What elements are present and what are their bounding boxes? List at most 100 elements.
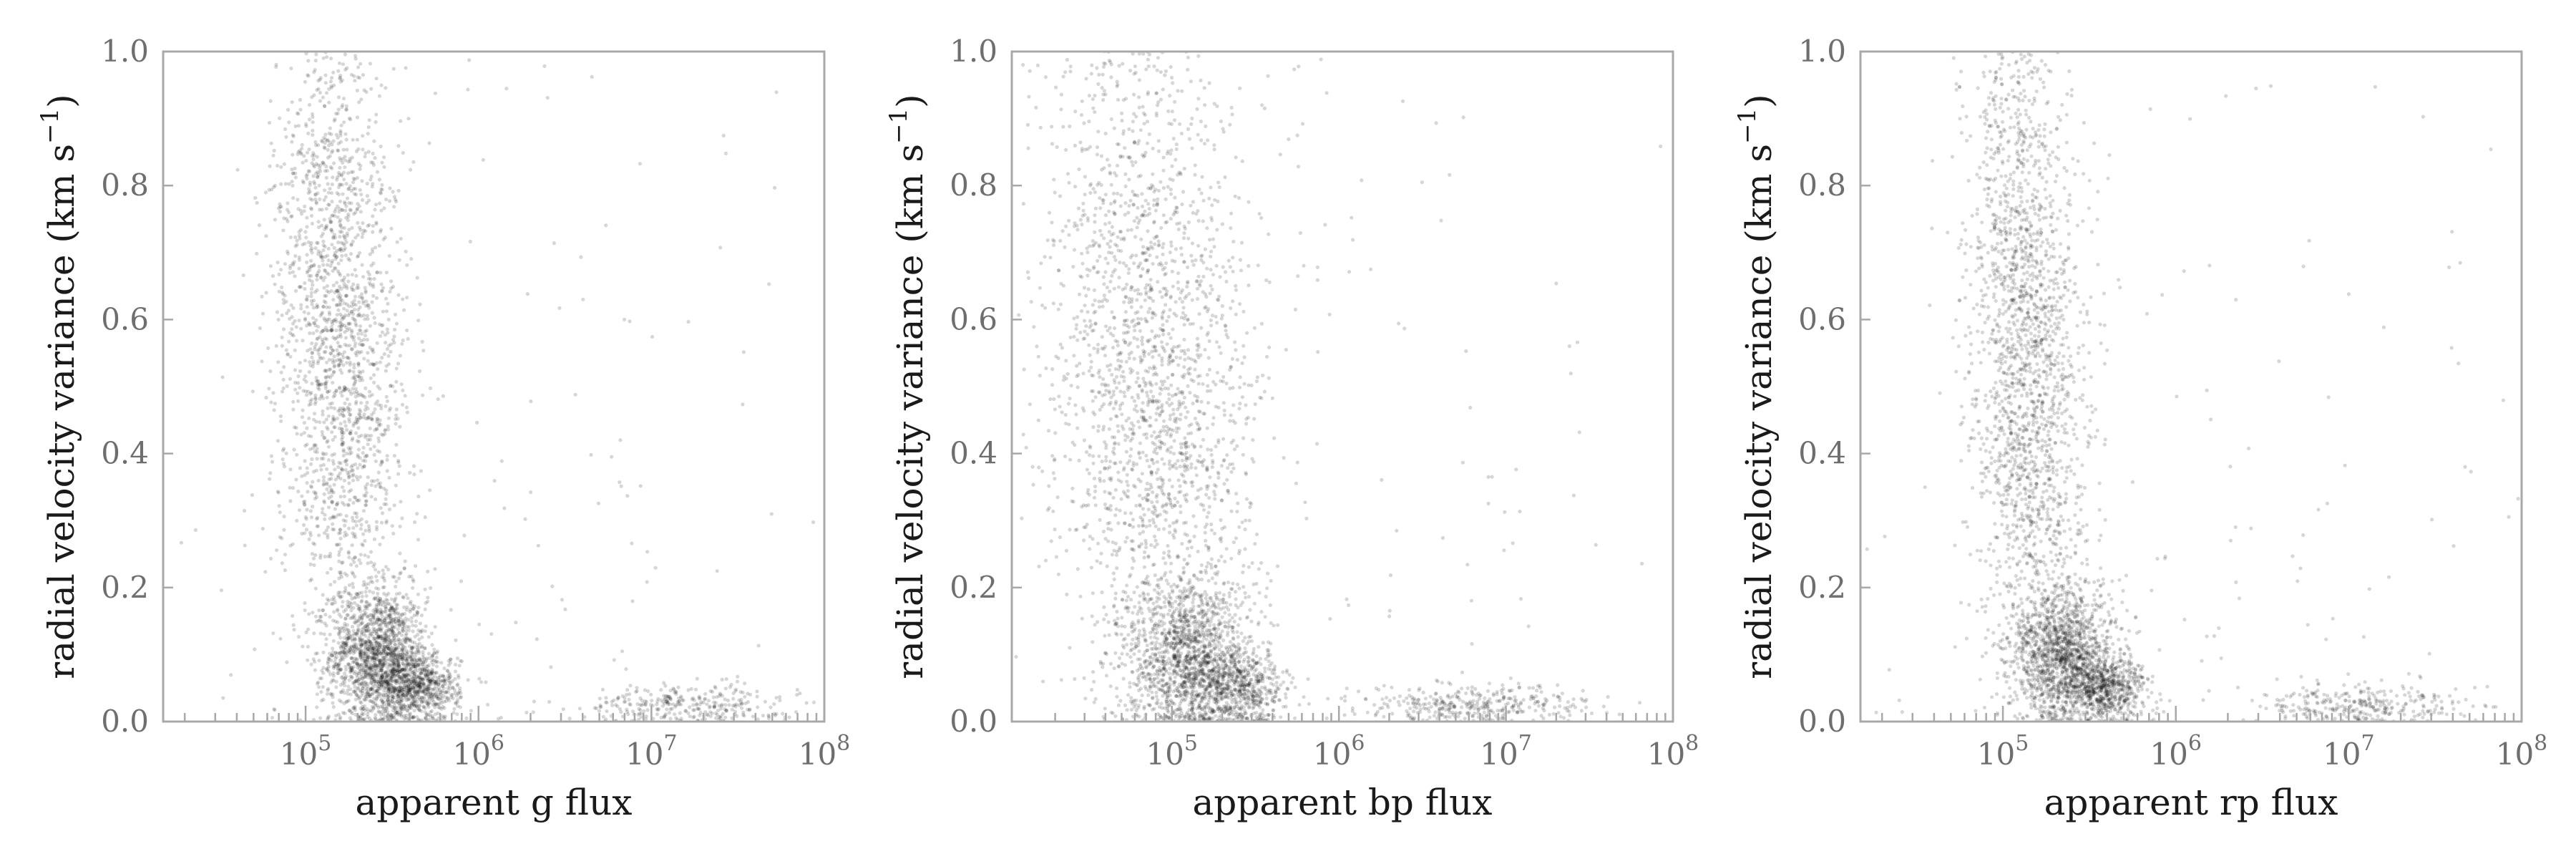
data-point — [301, 161, 305, 165]
data-point — [331, 71, 335, 74]
data-point — [321, 140, 324, 143]
data-point — [346, 171, 350, 175]
data-point — [688, 714, 692, 718]
data-point — [280, 389, 284, 393]
data-point — [376, 341, 379, 345]
data-point — [354, 431, 358, 435]
data-point — [334, 477, 338, 481]
data-point — [338, 320, 342, 324]
data-point — [311, 316, 315, 320]
data-point — [311, 133, 314, 137]
data-point — [353, 707, 356, 710]
data-point — [291, 100, 294, 104]
data-point — [604, 701, 608, 704]
data-point — [394, 389, 397, 393]
data-point — [343, 236, 346, 239]
data-point — [353, 295, 357, 299]
data-point — [277, 491, 280, 495]
data-point — [333, 210, 336, 213]
data-point — [330, 76, 333, 79]
data-point — [409, 608, 412, 611]
data-point — [352, 362, 356, 366]
data-point — [342, 450, 346, 453]
data-point — [331, 259, 334, 263]
data-point — [311, 382, 314, 385]
y-tick-label: 0.6 — [101, 301, 149, 336]
data-point — [328, 127, 332, 130]
data-point — [374, 246, 377, 249]
data-point — [307, 241, 311, 244]
data-point — [449, 608, 453, 611]
data-point — [308, 370, 311, 374]
data-point — [349, 208, 353, 212]
data-point — [338, 386, 341, 389]
data-point — [406, 698, 410, 702]
data-point — [318, 166, 321, 170]
data-point — [376, 437, 380, 440]
data-point — [404, 646, 407, 649]
data-point — [405, 263, 409, 267]
data-point — [373, 277, 376, 281]
data-point — [373, 407, 376, 411]
data-point — [358, 519, 361, 523]
data-point — [384, 636, 388, 639]
data-point — [347, 527, 351, 530]
data-point — [374, 684, 377, 688]
data-point — [321, 651, 325, 654]
data-point — [404, 559, 407, 563]
data-point — [662, 681, 665, 684]
data-point — [345, 284, 348, 288]
data-point — [328, 472, 332, 475]
data-point — [325, 602, 328, 606]
data-point — [489, 632, 493, 636]
data-point — [355, 354, 358, 357]
data-point — [330, 453, 333, 457]
data-point — [455, 684, 459, 687]
data-point — [354, 57, 358, 60]
data-point — [299, 151, 303, 155]
data-point — [500, 460, 504, 463]
data-point — [291, 196, 295, 200]
data-point — [331, 528, 334, 531]
data-point — [435, 664, 439, 668]
data-point — [431, 692, 434, 696]
data-point — [356, 138, 359, 142]
data-point — [316, 170, 319, 174]
data-point — [322, 57, 326, 60]
data-point — [300, 475, 303, 478]
data-point — [328, 35, 331, 39]
data-point — [322, 499, 326, 503]
data-point — [354, 693, 358, 697]
data-point — [338, 651, 341, 655]
density-cluster-6 — [0, 0, 952, 721]
data-point — [401, 673, 404, 676]
data-point — [307, 311, 311, 315]
data-point — [333, 407, 336, 410]
data-point — [306, 481, 309, 485]
data-point — [372, 411, 376, 414]
data-point — [412, 664, 416, 668]
data-point — [333, 31, 337, 35]
data-point — [387, 417, 391, 420]
data-point — [310, 457, 313, 461]
data-point — [529, 490, 532, 494]
data-point — [258, 223, 261, 227]
data-point — [395, 700, 399, 704]
data-point — [723, 716, 727, 719]
data-point — [366, 351, 369, 354]
data-point — [394, 673, 397, 676]
data-point — [326, 571, 329, 575]
data-point — [368, 394, 371, 398]
data-point — [404, 66, 407, 69]
data-point — [325, 440, 328, 444]
data-point — [484, 680, 487, 684]
data-point — [626, 712, 630, 716]
data-point — [353, 380, 357, 384]
data-point — [679, 696, 683, 699]
data-point — [310, 663, 313, 666]
data-point — [568, 717, 572, 720]
data-point — [379, 659, 382, 662]
data-point — [296, 198, 299, 201]
data-point — [352, 384, 356, 387]
data-point — [326, 396, 329, 399]
